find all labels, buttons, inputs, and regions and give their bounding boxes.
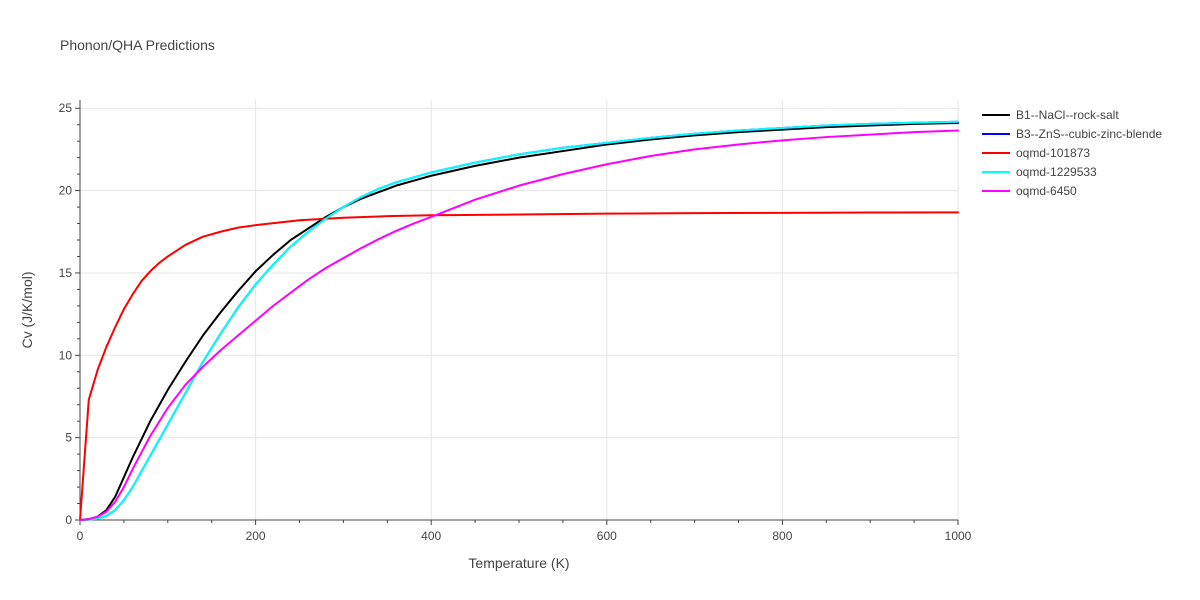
legend-item-4[interactable]: oqmd-6450 xyxy=(982,184,1077,198)
legend-label: oqmd-101873 xyxy=(1016,146,1090,160)
legend-label: oqmd-6450 xyxy=(1016,184,1077,198)
series-line-3 xyxy=(79,120,959,521)
legend-item-1[interactable]: B3--ZnS--cubic-zinc-blende xyxy=(982,127,1162,141)
x-tick-label: 800 xyxy=(772,529,792,543)
grid xyxy=(80,100,959,520)
series-line-2 xyxy=(79,211,959,521)
legend-item-0[interactable]: B1--NaCl--rock-salt xyxy=(982,108,1119,122)
x-tick-label: 400 xyxy=(421,529,441,543)
legend-label: B3--ZnS--cubic-zinc-blende xyxy=(1016,127,1162,141)
legend-item-2[interactable]: oqmd-101873 xyxy=(982,146,1090,160)
x-axis-label: Temperature (K) xyxy=(468,555,569,571)
series-line-4 xyxy=(79,129,959,521)
x-tick-label: 200 xyxy=(246,529,266,543)
x-tick-label: 0 xyxy=(77,529,84,543)
y-tick-label: 5 xyxy=(65,431,72,445)
y-tick-label: 20 xyxy=(59,184,73,198)
y-tick-label: 10 xyxy=(59,348,73,362)
series-line-0 xyxy=(79,122,959,521)
legend-label: B1--NaCl--rock-salt xyxy=(1016,108,1119,122)
series-line-1 xyxy=(79,120,959,521)
legend-item-3[interactable]: oqmd-1229533 xyxy=(982,165,1097,179)
x-tick-label: 600 xyxy=(597,529,617,543)
axes: 0 200 400 600 800 1000 0 5 10 15 20 25 xyxy=(59,100,972,543)
y-axis-label: Cv (J/K/mol) xyxy=(19,272,35,349)
y-tick-label: 0 xyxy=(65,513,72,527)
x-tick-label: 1000 xyxy=(945,529,972,543)
legend-label: oqmd-1229533 xyxy=(1016,165,1097,179)
chart-title: Phonon/QHA Predictions xyxy=(60,37,215,53)
y-tick-label: 25 xyxy=(59,101,73,115)
series-group xyxy=(79,120,959,521)
y-tick-label: 15 xyxy=(59,266,73,280)
legend[interactable]: B1--NaCl--rock-salt B3--ZnS--cubic-zinc-b… xyxy=(982,108,1162,198)
